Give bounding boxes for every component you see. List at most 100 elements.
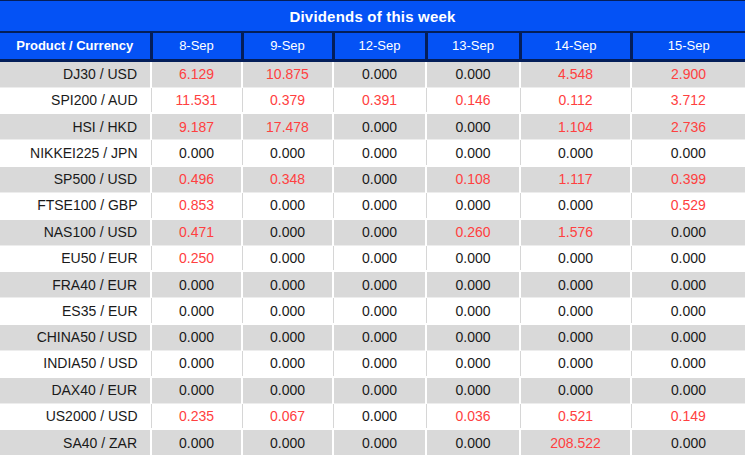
dividend-value-cell: 0.000 <box>333 350 426 376</box>
table-row: SA40 / ZAR0.0000.0000.0000.000208.5220.0… <box>0 429 745 455</box>
dividend-value-cell: 0.036 <box>426 403 520 429</box>
dividend-value-cell: 0.108 <box>426 166 520 192</box>
dividend-value-cell: 3.712 <box>631 87 745 113</box>
dividend-value-cell: 0.000 <box>631 271 745 297</box>
column-header-product-currency: Product / Currency <box>0 33 151 60</box>
dividend-value-cell: 9.187 <box>151 113 242 139</box>
dividend-value-cell: 0.000 <box>631 245 745 271</box>
dividend-value-cell: 0.000 <box>426 324 520 350</box>
product-currency-cell: INDIA50 / USD <box>0 350 151 376</box>
column-header-date-4: 13-Sep <box>426 33 520 60</box>
product-currency-cell: SP500 / USD <box>0 166 151 192</box>
dividend-value-cell: 0.146 <box>426 87 520 113</box>
dividend-value-cell: 0.000 <box>426 113 520 139</box>
dividend-value-cell: 0.000 <box>242 140 333 166</box>
column-header-date-2: 9-Sep <box>242 33 333 60</box>
dividend-value-cell: 0.000 <box>426 377 520 403</box>
dividend-value-cell: 0.000 <box>520 245 631 271</box>
column-header-date-5: 14-Sep <box>520 33 631 60</box>
dividend-value-cell: 0.000 <box>333 324 426 350</box>
dividend-value-cell: 0.000 <box>520 192 631 218</box>
dividend-value-cell: 2.736 <box>631 113 745 139</box>
dividend-value-cell: 0.000 <box>426 271 520 297</box>
dividend-value-cell: 0.000 <box>426 60 520 87</box>
dividend-value-cell: 0.000 <box>631 324 745 350</box>
product-currency-cell: FTSE100 / GBP <box>0 192 151 218</box>
dividend-value-cell: 0.149 <box>631 403 745 429</box>
dividend-value-cell: 0.000 <box>520 377 631 403</box>
dividend-value-cell: 0.348 <box>242 166 333 192</box>
dividend-value-cell: 0.250 <box>151 245 242 271</box>
product-currency-cell: NIKKEI225 / JPN <box>0 140 151 166</box>
table-row: DAX40 / EUR0.0000.0000.0000.0000.0000.00… <box>0 377 745 403</box>
product-currency-cell: SPI200 / AUD <box>0 87 151 113</box>
table-row: CHINA50 / USD0.0000.0000.0000.0000.0000.… <box>0 324 745 350</box>
table-row: ES35 / EUR0.0000.0000.0000.0000.0000.000 <box>0 298 745 324</box>
dividend-value-cell: 0.000 <box>151 324 242 350</box>
dividend-value-cell: 208.522 <box>520 429 631 455</box>
dividend-value-cell: 0.000 <box>426 350 520 376</box>
product-currency-cell: EU50 / EUR <box>0 245 151 271</box>
dividend-value-cell: 0.000 <box>426 298 520 324</box>
dividend-value-cell: 0.000 <box>333 377 426 403</box>
dividend-value-cell: 0.000 <box>333 219 426 245</box>
dividend-value-cell: 0.067 <box>242 403 333 429</box>
dividend-value-cell: 0.000 <box>631 350 745 376</box>
dividend-value-cell: 0.000 <box>333 166 426 192</box>
product-currency-cell: NAS100 / USD <box>0 219 151 245</box>
dividend-value-cell: 0.000 <box>426 245 520 271</box>
dividend-value-cell: 0.235 <box>151 403 242 429</box>
table-row: HSI / HKD9.18717.4780.0000.0001.1042.736 <box>0 113 745 139</box>
product-currency-cell: SA40 / ZAR <box>0 429 151 455</box>
dividend-value-cell: 0.000 <box>520 324 631 350</box>
dividend-value-cell: 0.000 <box>242 324 333 350</box>
dividend-value-cell: 0.000 <box>242 350 333 376</box>
dividend-value-cell: 0.000 <box>242 377 333 403</box>
header-row: Product / Currency 8-Sep 9-Sep 12-Sep 13… <box>0 33 745 60</box>
table-row: NAS100 / USD0.4710.0000.0000.2601.5760.0… <box>0 219 745 245</box>
column-header-date-1: 8-Sep <box>151 33 242 60</box>
dividend-value-cell: 0.471 <box>151 219 242 245</box>
dividend-value-cell: 6.129 <box>151 60 242 87</box>
table-row: SP500 / USD0.4960.3480.0000.1081.1170.39… <box>0 166 745 192</box>
dividend-value-cell: 0.496 <box>151 166 242 192</box>
dividend-value-cell: 0.000 <box>520 271 631 297</box>
dividend-value-cell: 0.000 <box>242 192 333 218</box>
dividend-value-cell: 0.000 <box>333 271 426 297</box>
dividend-value-cell: 0.529 <box>631 192 745 218</box>
table-row: DJ30 / USD6.12910.8750.0000.0004.5482.90… <box>0 60 745 87</box>
dividend-value-cell: 4.548 <box>520 60 631 87</box>
dividend-value-cell: 0.000 <box>242 245 333 271</box>
dividend-value-cell: 0.000 <box>333 429 426 455</box>
dividend-value-cell: 0.000 <box>333 140 426 166</box>
dividend-value-cell: 0.000 <box>631 429 745 455</box>
dividend-value-cell: 0.000 <box>333 403 426 429</box>
dividend-value-cell: 0.000 <box>333 245 426 271</box>
table-row: FRA40 / EUR0.0000.0000.0000.0000.0000.00… <box>0 271 745 297</box>
dividend-value-cell: 0.521 <box>520 403 631 429</box>
dividend-value-cell: 0.000 <box>426 429 520 455</box>
dividend-value-cell: 0.000 <box>631 219 745 245</box>
dividend-value-cell: 0.000 <box>333 192 426 218</box>
dividend-value-cell: 0.000 <box>151 350 242 376</box>
dividend-value-cell: 0.000 <box>426 140 520 166</box>
table-row: INDIA50 / USD0.0000.0000.0000.0000.0000.… <box>0 350 745 376</box>
dividend-value-cell: 0.853 <box>151 192 242 218</box>
page-title: Dividends of this week <box>0 0 745 33</box>
table-row: FTSE100 / GBP0.8530.0000.0000.0000.0000.… <box>0 192 745 218</box>
dividend-value-cell: 0.391 <box>333 87 426 113</box>
dividends-table: Product / Currency 8-Sep 9-Sep 12-Sep 13… <box>0 33 745 455</box>
table-row: NIKKEI225 / JPN0.0000.0000.0000.0000.000… <box>0 140 745 166</box>
dividend-value-cell: 0.000 <box>426 192 520 218</box>
dividend-value-cell: 0.000 <box>242 429 333 455</box>
table-row: US2000 / USD0.2350.0670.0000.0360.5210.1… <box>0 403 745 429</box>
dividend-value-cell: 0.000 <box>242 219 333 245</box>
dividend-value-cell: 11.531 <box>151 87 242 113</box>
dividend-value-cell: 10.875 <box>242 60 333 87</box>
column-header-date-6: 15-Sep <box>631 33 745 60</box>
product-currency-cell: CHINA50 / USD <box>0 324 151 350</box>
product-currency-cell: DJ30 / USD <box>0 60 151 87</box>
dividend-value-cell: 1.117 <box>520 166 631 192</box>
dividends-widget: Dividends of this week Product / Currenc… <box>0 0 745 455</box>
dividend-value-cell: 1.576 <box>520 219 631 245</box>
